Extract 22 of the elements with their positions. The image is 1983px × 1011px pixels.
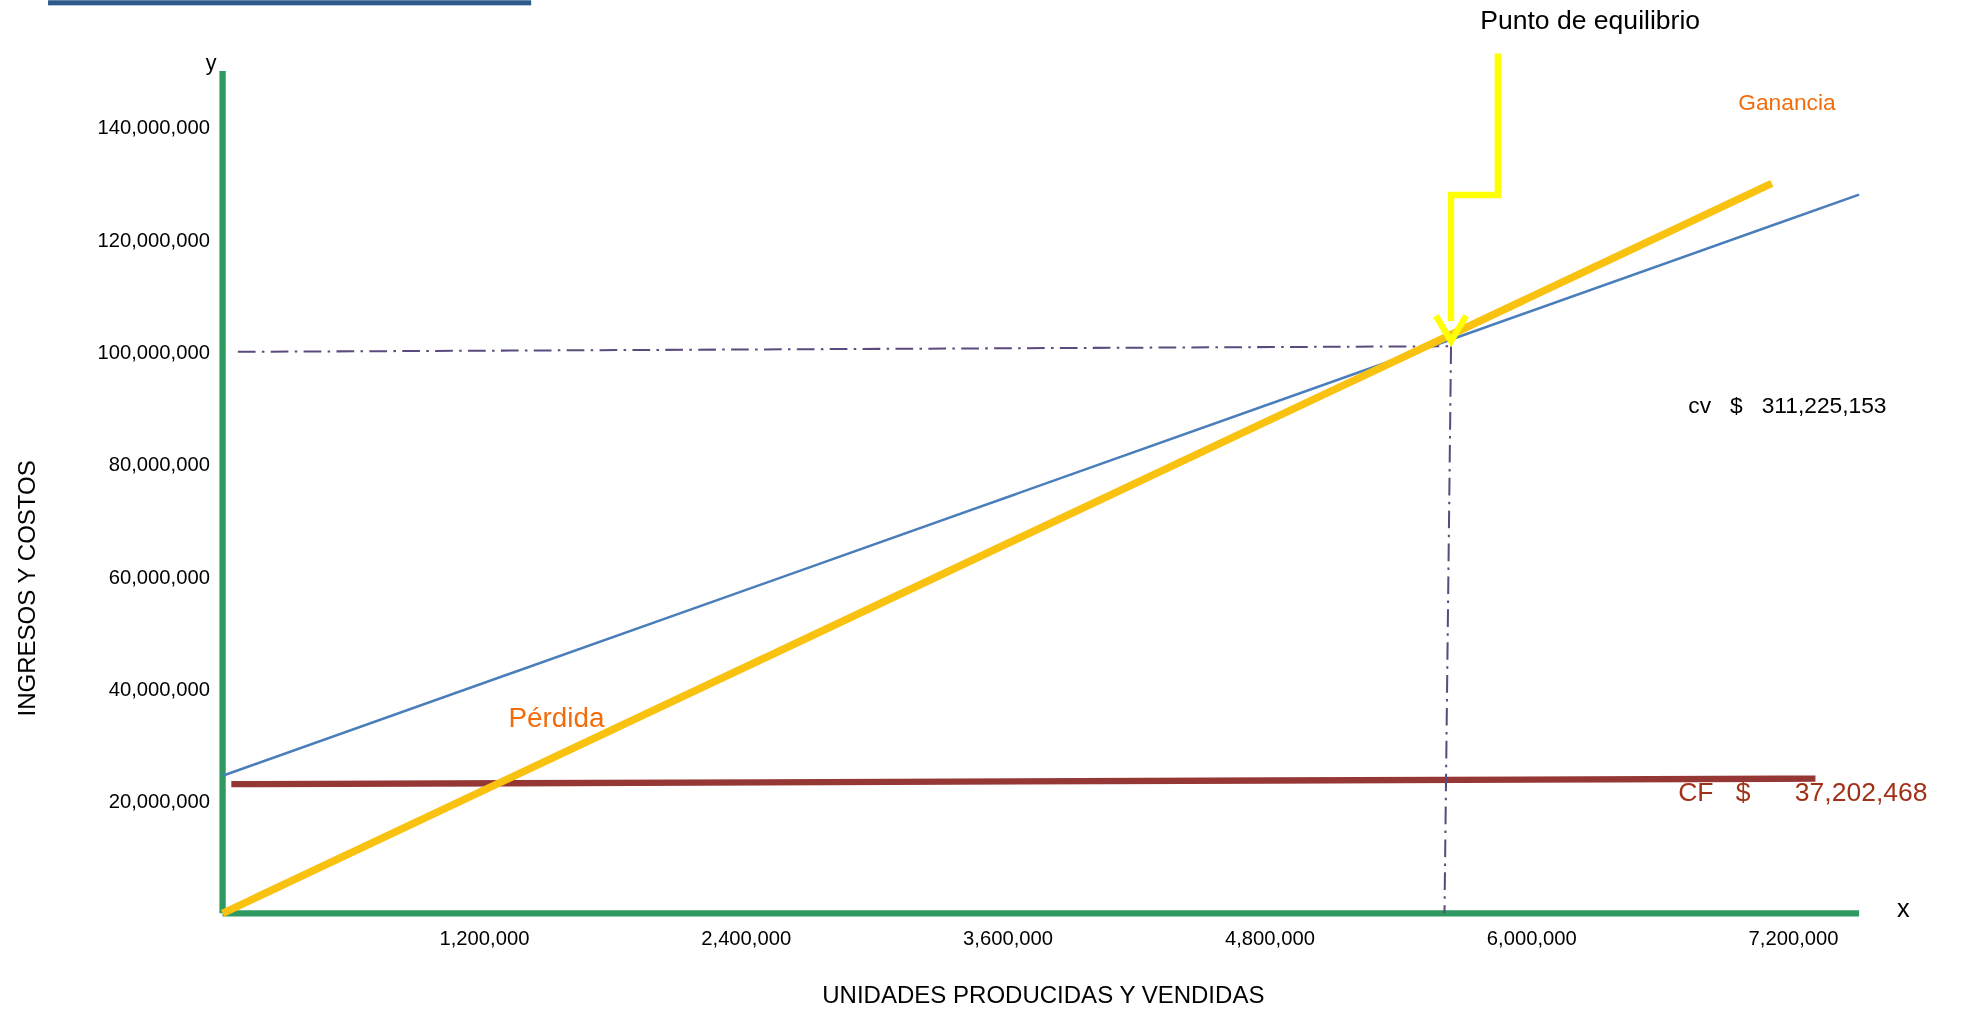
- annotation: Pérdida: [508, 702, 605, 734]
- y-tick-label: 120,000,000: [97, 228, 210, 251]
- y-tick-label: 140,000,000: [97, 116, 210, 139]
- annotation: CF $ 37,202,468: [1678, 776, 1928, 807]
- text: Punto de equilibrio: [1480, 5, 1701, 36]
- y-tick-label: 60,000,000: [108, 565, 210, 588]
- x-tick-label: 6,000,000: [1486, 926, 1577, 949]
- x-tick-label: 4,800,000: [1224, 926, 1315, 949]
- y-tick-label: 80,000,000: [108, 453, 210, 476]
- x-tick-label: 3,600,000: [963, 926, 1054, 949]
- annotation: cv $ 311,225,153: [1688, 391, 1887, 418]
- y-tick-label: 100,000,000: [97, 340, 210, 363]
- x-axis-title: UNIDADES PRODUCIDAS Y VENDIDAS: [822, 981, 1265, 1009]
- text: x: [1897, 894, 1911, 923]
- x-tick-label: 7,200,000: [1748, 926, 1839, 949]
- text: y: [205, 50, 217, 75]
- y-tick-label: 20,000,000: [108, 790, 210, 813]
- x-tick-label: 1,200,000: [439, 926, 530, 949]
- y-tick-label: 40,000,000: [108, 677, 210, 700]
- y-axis-title: INGRESOS Y COSTOS: [13, 460, 41, 717]
- annotation: Ganancia: [1738, 89, 1837, 116]
- x-tick-label: 2,400,000: [701, 926, 792, 949]
